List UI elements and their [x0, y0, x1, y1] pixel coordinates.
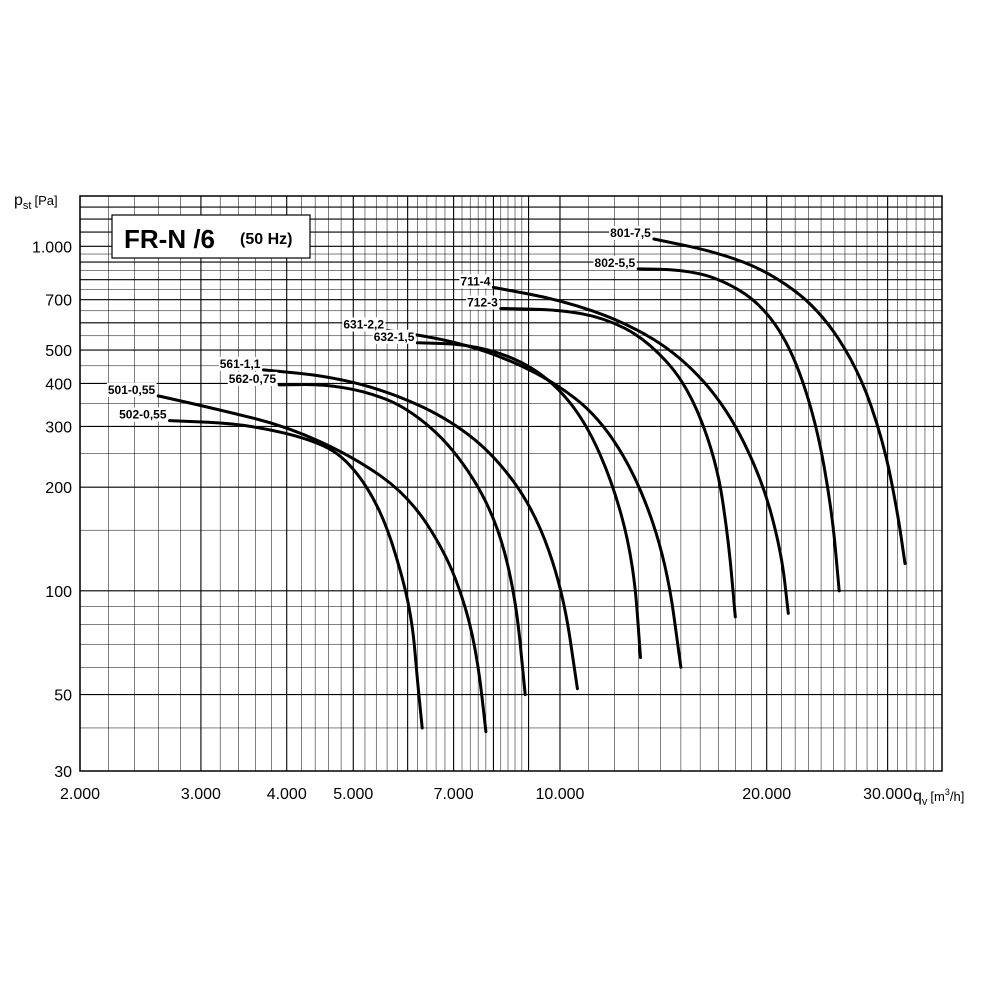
- y-tick-label: 30: [54, 764, 72, 781]
- x-axis-label: qv [m3/h]: [913, 787, 964, 808]
- fan-curve-801-7,5: [652, 237, 907, 566]
- x-tick-label: 5.000: [333, 786, 373, 803]
- y-axis-label-main: p: [14, 192, 23, 209]
- curve-label-bg: [593, 255, 637, 270]
- x-tick-label: 7.000: [434, 786, 474, 803]
- plot-frame: [79, 195, 943, 772]
- x-tick-label: 10.000: [536, 786, 585, 803]
- x-tick-label: 2.000: [60, 786, 100, 803]
- title-box: [111, 214, 311, 259]
- chart-subtitle: (50 Hz): [240, 231, 292, 248]
- fan-curve-802-5,5: [636, 267, 841, 593]
- y-tick-labels: 30 50 100 200 300 400 500 700 1.000: [32, 239, 72, 781]
- curve-label-bg: [118, 407, 168, 422]
- x-axis-label-unit-post: /h]: [950, 789, 964, 804]
- curve-label: 501-0,55: [108, 383, 156, 397]
- y-axis-label-sub: st: [23, 200, 32, 212]
- major-grid: [79, 195, 942, 772]
- curve-label: 632-1,5: [374, 330, 415, 344]
- y-axis-label-unit: [Pa]: [34, 193, 57, 208]
- fan-curve-712-3: [499, 307, 737, 619]
- y-tick-label: 1.000: [32, 239, 72, 256]
- x-tick-label: 4.000: [267, 786, 307, 803]
- chart-title: FR-N /6: [124, 224, 215, 254]
- y-axis-label: pst [Pa]: [14, 192, 58, 212]
- curve-label-bg: [466, 295, 500, 310]
- x-tick-label: 20.000: [742, 786, 791, 803]
- y-tick-label: 50: [54, 688, 72, 705]
- curve-label: 561-1,1: [220, 357, 261, 371]
- x-axis-label-unit-sup: 3: [945, 787, 950, 797]
- fan-curve-631-2,2: [385, 328, 683, 669]
- x-tick-label: 3.000: [181, 786, 221, 803]
- curve-label: 502-0,55: [119, 408, 167, 422]
- y-tick-label: 400: [45, 376, 72, 393]
- minor-grid: [80, 196, 943, 771]
- curve-label-bg: [218, 356, 262, 371]
- fan-curve-632-1,5: [415, 341, 642, 660]
- x-axis-label-sub: v: [922, 796, 928, 808]
- curve-label-bg: [372, 329, 416, 344]
- curve-label-bg: [609, 226, 653, 241]
- curve-label: 802-5,5: [595, 256, 636, 270]
- fan-curves: [156, 237, 907, 734]
- curve-label-bg: [459, 274, 492, 289]
- fan-curve-502-0,55: [168, 419, 424, 730]
- curve-label: 801-7,5: [610, 226, 651, 240]
- x-axis-label-unit-pre: [m: [930, 789, 944, 804]
- curve-label: 712-3: [467, 296, 498, 310]
- x-axis-label-main: q: [913, 788, 922, 805]
- y-tick-label: 500: [45, 343, 72, 360]
- curve-label-bg: [106, 382, 157, 397]
- x-tick-label: 30.000: [863, 786, 912, 803]
- fan-curve-562-0,75: [277, 383, 527, 697]
- y-tick-label: 100: [45, 584, 72, 601]
- curve-label-bg: [227, 371, 278, 386]
- x-tick-labels: 2.000 3.000 4.000 5.000 7.000 10.000 20.000 30.…: [60, 786, 912, 803]
- y-tick-label: 200: [45, 480, 72, 497]
- curve-label: 711-4: [460, 274, 490, 288]
- fan-curve-711-4: [491, 285, 790, 615]
- curve-label: 631-2,2: [343, 317, 384, 331]
- y-tick-label: 300: [45, 419, 72, 436]
- fan-curve-501-0,55: [156, 394, 488, 734]
- fan-curve-561-1,1: [262, 368, 579, 691]
- y-tick-label: 700: [45, 293, 72, 310]
- curve-label-bg: [342, 317, 386, 332]
- curve-label: 562-0,75: [229, 372, 277, 386]
